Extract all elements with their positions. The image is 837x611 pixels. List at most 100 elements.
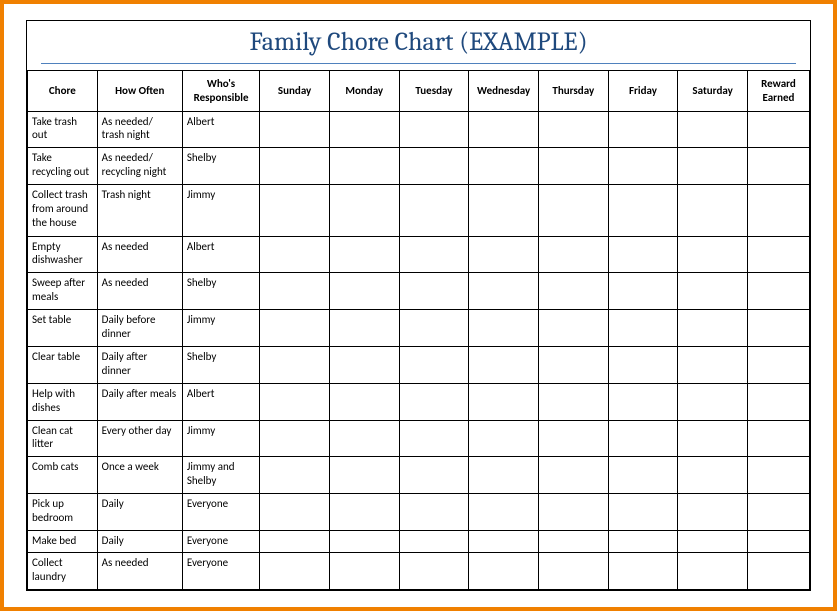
cell-thursday [538,383,608,420]
cell-sunday [260,185,330,236]
cell-who: Jimmy [182,310,259,347]
cell-thursday [538,420,608,457]
cell-how-often: Daily after dinner [97,346,182,383]
cell-sunday [260,494,330,531]
cell-who: Albert [182,383,259,420]
table-row: Clean cat litterEvery other dayJimmy [28,420,810,457]
cell-monday [329,457,399,494]
cell-how-often: As needed/ trash night [97,111,182,148]
cell-thursday [538,494,608,531]
cell-wednesday [469,185,539,236]
cell-who: Everyone [182,530,259,552]
cell-reward [747,111,809,148]
table-row: Take recycling outAs needed/ recycling n… [28,148,810,185]
cell-chore: Collect trash from around the house [28,185,98,236]
cell-friday [608,420,678,457]
cell-chore: Take recycling out [28,148,98,185]
cell-who: Shelby [182,148,259,185]
cell-who: Everyone [182,553,259,590]
cell-wednesday [469,530,539,552]
cell-saturday [678,185,748,236]
cell-wednesday [469,383,539,420]
cell-how-often: Daily before dinner [97,310,182,347]
cell-who: Albert [182,236,259,273]
page-title: Family Chore Chart (EXAMPLE) [249,27,587,57]
table-row: Collect laundryAs neededEveryone [28,553,810,590]
content-box: Family Chore Chart (EXAMPLE) Chore How O… [26,20,811,591]
cell-how-often: Trash night [97,185,182,236]
cell-monday [329,310,399,347]
cell-who: Jimmy and Shelby [182,457,259,494]
cell-how-often: Once a week [97,457,182,494]
cell-thursday [538,553,608,590]
cell-sunday [260,530,330,552]
cell-how-often: As needed/ recycling night [97,148,182,185]
cell-friday [608,346,678,383]
col-chore: Chore [28,71,98,112]
cell-chore: Help with dishes [28,383,98,420]
cell-wednesday [469,494,539,531]
cell-saturday [678,457,748,494]
cell-chore: Clean cat litter [28,420,98,457]
cell-reward [747,383,809,420]
cell-reward [747,457,809,494]
col-tuesday: Tuesday [399,71,469,112]
cell-sunday [260,273,330,310]
cell-saturday [678,273,748,310]
cell-reward [747,185,809,236]
cell-sunday [260,420,330,457]
cell-monday [329,553,399,590]
cell-thursday [538,111,608,148]
cell-tuesday [399,273,469,310]
cell-tuesday [399,553,469,590]
cell-chore: Take trash out [28,111,98,148]
cell-wednesday [469,420,539,457]
cell-thursday [538,457,608,494]
cell-saturday [678,310,748,347]
cell-sunday [260,111,330,148]
cell-saturday [678,494,748,531]
cell-monday [329,383,399,420]
header-row: Chore How Often Who's Responsible Sunday… [28,71,810,112]
table-body: Take trash outAs needed/ trash night Albe… [28,111,810,590]
cell-tuesday [399,185,469,236]
cell-friday [608,553,678,590]
title-divider [41,63,796,64]
cell-wednesday [469,111,539,148]
cell-wednesday [469,553,539,590]
cell-thursday [538,236,608,273]
cell-chore: Set table [28,310,98,347]
cell-sunday [260,383,330,420]
table-row: Clear tableDaily after dinnerShelby [28,346,810,383]
cell-friday [608,273,678,310]
col-reward: Reward Earned [747,71,809,112]
col-saturday: Saturday [678,71,748,112]
cell-chore: Sweep after meals [28,273,98,310]
page-frame: Family Chore Chart (EXAMPLE) Chore How O… [0,0,837,611]
table-row: Collect trash from around the houseTrash… [28,185,810,236]
col-sunday: Sunday [260,71,330,112]
cell-wednesday [469,148,539,185]
cell-friday [608,148,678,185]
col-how-often: How Often [97,71,182,112]
cell-friday [608,236,678,273]
cell-reward [747,494,809,531]
cell-tuesday [399,494,469,531]
cell-sunday [260,457,330,494]
cell-friday [608,185,678,236]
cell-chore: Clear table [28,346,98,383]
col-thursday: Thursday [538,71,608,112]
cell-tuesday [399,530,469,552]
cell-reward [747,310,809,347]
cell-who: Shelby [182,346,259,383]
table-row: Make bedDailyEveryone [28,530,810,552]
cell-how-often: Daily [97,494,182,531]
table-row: Sweep after mealsAs neededShelby [28,273,810,310]
cell-saturday [678,420,748,457]
cell-friday [608,494,678,531]
cell-reward [747,346,809,383]
cell-monday [329,111,399,148]
cell-saturday [678,346,748,383]
cell-reward [747,553,809,590]
cell-monday [329,148,399,185]
